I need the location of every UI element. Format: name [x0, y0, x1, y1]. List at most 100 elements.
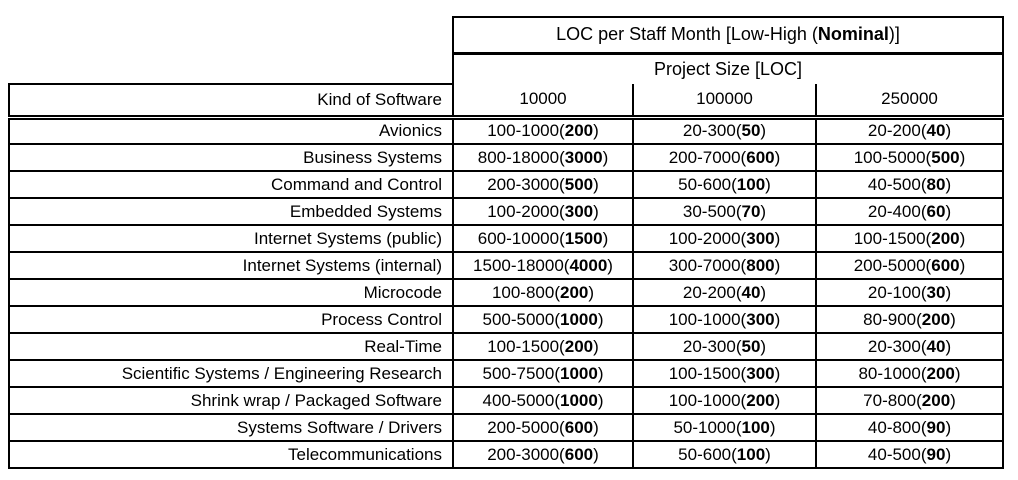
range-close-paren: )	[597, 390, 604, 410]
nominal-value-text: 500	[931, 147, 960, 167]
nominal-value-text: 800	[746, 255, 775, 275]
nominal-value-text: 40	[926, 121, 946, 141]
kind-of-software-cell: Microcode	[8, 278, 454, 307]
kind-of-software-cell: Command and Control	[8, 170, 454, 199]
nominal-value-text: 30	[926, 282, 946, 302]
range-close-paren: )	[602, 147, 609, 167]
low-high-range-text: 40-800(	[867, 417, 927, 437]
kind-of-software-cell: Internet Systems (public)	[8, 224, 454, 253]
range-close-paren: )	[597, 309, 604, 329]
nominal-value-text: 90	[926, 417, 946, 437]
low-high-range-text: 20-100(	[867, 282, 927, 302]
nominal-value-text: 1000	[560, 309, 598, 329]
loc-range-cell: 200-5000(600)	[452, 413, 634, 442]
nominal-value-text: 50	[741, 336, 761, 356]
range-close-paren: )	[950, 309, 956, 329]
kind-of-software-cell: Scientific Systems / Engineering Researc…	[8, 359, 454, 388]
range-close-paren: )	[774, 363, 781, 383]
range-close-paren: )	[774, 255, 781, 275]
range-close-paren: )	[774, 147, 781, 167]
loc-range-cell: 100-1000(200)	[632, 386, 817, 415]
range-close-paren: )	[954, 363, 961, 383]
range-close-paren: )	[959, 147, 966, 167]
low-high-range-text: 100-1500(	[853, 228, 932, 248]
nominal-value-text: 200	[564, 336, 594, 356]
loc-range-cell: 20-200(40)	[632, 278, 817, 307]
kind-of-software-cell: Business Systems	[8, 143, 454, 172]
low-high-range-text: 600-10000(	[477, 228, 565, 248]
range-close-paren: )	[607, 255, 613, 275]
nominal-value-text: 200	[921, 309, 951, 329]
table-row: Shrink wrap / Packaged Software 400-5000(…	[8, 386, 1005, 415]
nominal-value-text: 100	[736, 174, 766, 194]
nominal-value-text: 100	[741, 417, 770, 437]
loc-range-cell: 200-5000(600)	[814, 251, 1005, 280]
title-text-pre: LOC per Staff Month [Low-High (	[556, 24, 818, 45]
loc-range-cell: 100-2000(300)	[452, 197, 634, 226]
table-row: Avionics 100-1000(200) 20-300(50) 20-200(40…	[8, 116, 1005, 145]
low-high-range-text: 50-600(	[678, 174, 737, 194]
nominal-value-text: 100	[736, 444, 766, 464]
low-high-range-text: 100-1000(	[668, 309, 747, 329]
loc-range-cell: 40-500(90)	[814, 440, 1005, 469]
nominal-value-text: 200	[921, 390, 951, 410]
low-high-range-text: 50-1000(	[673, 417, 742, 437]
low-high-range-text: 100-1500(	[668, 363, 747, 383]
loc-range-cell: 70-800(200)	[814, 386, 1005, 415]
low-high-range-text: 100-1000(	[668, 390, 747, 410]
table-row: Telecommunications 200-3000(600) 50-600(10…	[8, 440, 1005, 469]
kind-of-software-cell: Shrink wrap / Packaged Software	[8, 386, 454, 415]
title-text-bold: Nominal	[817, 24, 889, 45]
nominal-value-text: 200	[560, 282, 589, 302]
loc-range-cell: 30-500(70)	[632, 197, 817, 226]
loc-range-cell: 1500-18000(4000)	[452, 251, 634, 280]
nominal-value-text: 300	[746, 363, 775, 383]
loc-range-cell: 20-100(30)	[814, 278, 1005, 307]
nominal-value-text: 1000	[560, 390, 598, 410]
table-row: Scientific Systems / Engineering Researc…	[8, 359, 1005, 388]
range-close-paren: )	[765, 174, 771, 194]
subtitle-row: Project Size [LOC]	[9, 51, 1005, 84]
loc-range-cell: 20-400(60)	[814, 197, 1005, 226]
low-high-range-text: 20-300(	[682, 121, 742, 141]
loc-range-cell: 100-5000(500)	[814, 143, 1005, 172]
low-high-range-text: 500-7500(	[482, 363, 560, 383]
loc-range-cell: 100-1000(200)	[452, 116, 634, 145]
range-close-paren: )	[945, 417, 952, 437]
loc-range-cell: 300-7000(800)	[632, 251, 817, 280]
low-high-range-text: 200-5000(	[487, 417, 565, 437]
table-row: Microcode 100-800(200) 20-200(40) 20-100(30…	[8, 278, 1005, 307]
nominal-value-text: 500	[564, 174, 594, 194]
low-high-range-text: 200-7000(	[668, 147, 747, 167]
loc-range-cell: 20-300(50)	[632, 332, 817, 361]
loc-range-cell: 100-2000(300)	[632, 224, 817, 253]
loc-range-cell: 20-200(40)	[814, 116, 1005, 145]
range-close-paren: )	[593, 336, 599, 356]
low-high-range-text: 100-5000(	[853, 147, 932, 167]
low-high-range-text: 70-800(	[863, 390, 922, 410]
nominal-value-text: 1500	[564, 228, 603, 248]
table-row: Internet Systems (public) 600-10000(1500)…	[8, 224, 1005, 253]
range-close-paren: )	[760, 201, 767, 221]
nominal-value-text: 40	[741, 282, 761, 302]
range-close-paren: )	[588, 282, 595, 302]
table-row: Real-Time 100-1500(200) 20-300(50) 20-300(4…	[8, 332, 1005, 361]
loc-range-cell: 80-1000(200)	[814, 359, 1005, 388]
nominal-value-text: 80	[926, 174, 946, 194]
nominal-value-text: 4000	[569, 255, 608, 275]
project-size-header: Project Size [LOC]	[451, 51, 1005, 84]
range-close-paren: )	[945, 201, 952, 221]
loc-range-cell: 80-900(200)	[814, 305, 1005, 334]
low-high-range-text: 80-900(	[863, 309, 922, 329]
table-row: Process Control 500-5000(1000) 100-1000(30…	[8, 305, 1005, 334]
low-high-range-text: 20-200(	[867, 121, 927, 141]
nominal-value-text: 200	[931, 228, 960, 248]
range-close-paren: )	[765, 444, 771, 464]
loc-range-cell: 100-1000(300)	[632, 305, 817, 334]
nominal-value-text: 300	[746, 228, 775, 248]
low-high-range-text: 200-5000(	[853, 255, 932, 275]
nominal-value-text: 300	[564, 201, 594, 221]
range-close-paren: )	[593, 444, 599, 464]
loc-range-cell: 50-600(100)	[632, 170, 817, 199]
low-high-range-text: 100-1000(	[487, 121, 565, 141]
